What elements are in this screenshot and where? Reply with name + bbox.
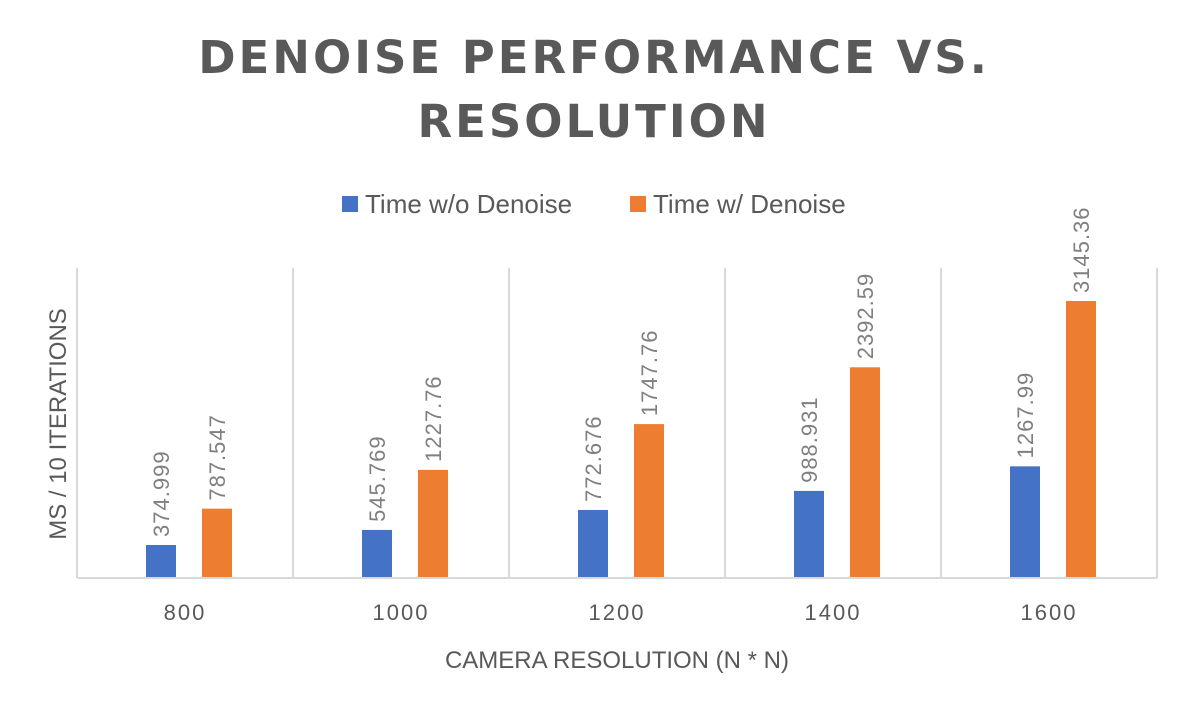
- data-label-series-2-1000: 1227.76: [421, 375, 446, 462]
- chart-title-line-2: RESOLUTION: [417, 95, 770, 148]
- x-tick-label-1200: 1200: [589, 600, 646, 625]
- legend-swatch-series-2: [630, 196, 646, 212]
- bar-series-1-1200: [578, 509, 608, 578]
- legend-label-series-2: Time w/ Denoise: [653, 189, 846, 219]
- data-label-series-1-1400: 988.931: [797, 396, 822, 483]
- bar-series-1-1400: [794, 490, 824, 578]
- y-axis-title: MS / 10 ITERATIONS: [45, 308, 72, 540]
- data-label-series-2-1600: 3145.36: [1069, 206, 1094, 293]
- x-tick-labels: 800 1000 1200 1400 1600: [164, 600, 1078, 625]
- chart-title-line-1: DENOISE PERFORMANCE VS.: [198, 31, 990, 84]
- bar-series-1-1000: [362, 529, 392, 578]
- bar-series-1-1600: [1010, 466, 1040, 578]
- bars: [146, 301, 1096, 578]
- x-tick-label-800: 800: [164, 600, 207, 625]
- x-tick-label-1600: 1600: [1021, 600, 1078, 625]
- bar-series-2-1600: [1066, 301, 1096, 578]
- bar-series-2-1400: [850, 367, 880, 578]
- bar-series-2-1000: [418, 469, 448, 578]
- data-label-series-1-800: 374.999: [149, 450, 174, 537]
- data-label-series-1-1000: 545.769: [365, 435, 390, 522]
- bar-series-2-800: [202, 508, 232, 578]
- data-label-series-2-1400: 2392.59: [853, 273, 878, 360]
- legend-swatch-series-1: [342, 196, 358, 212]
- data-label-series-2-800: 787.547: [205, 414, 230, 501]
- x-axis-title: CAMERA RESOLUTION (N * N): [445, 647, 789, 674]
- category-gridlines: [76, 268, 1158, 578]
- data-label-series-1-1600: 1267.99: [1013, 372, 1038, 459]
- bar-series-2-1200: [634, 424, 664, 578]
- bar-series-1-800: [146, 544, 176, 578]
- x-tick-label-1400: 1400: [805, 600, 862, 625]
- legend: Time w/o Denoise Time w/ Denoise: [342, 189, 846, 219]
- data-label-series-2-1200: 1747.76: [637, 330, 662, 417]
- legend-label-series-1: Time w/o Denoise: [365, 189, 572, 219]
- data-label-series-1-1200: 772.676: [581, 415, 606, 502]
- x-tick-label-1000: 1000: [373, 600, 430, 625]
- data-labels: 374.999 545.769 772.676 988.931 1267.99 787.5…: [149, 206, 1094, 537]
